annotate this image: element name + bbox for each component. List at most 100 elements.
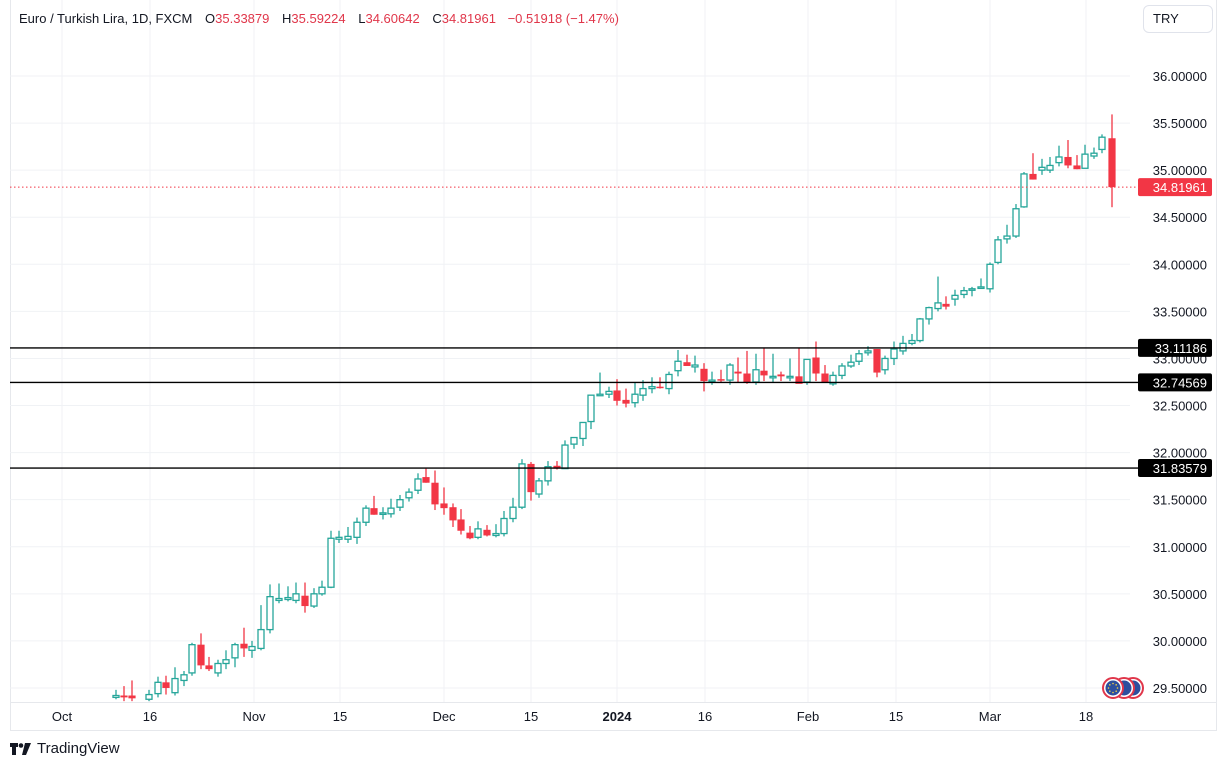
candle <box>310 588 318 608</box>
candle <box>1003 224 1011 244</box>
time-tick-label: Feb <box>797 709 819 724</box>
time-tick-label: 15 <box>333 709 347 724</box>
candle <box>222 650 230 670</box>
time-tick-label: 16 <box>698 709 712 724</box>
high-label: H <box>282 11 292 26</box>
candle <box>1055 145 1063 167</box>
price-tick-label: 33.50000 <box>1153 304 1207 319</box>
candle <box>387 498 395 518</box>
time-tick-label: 15 <box>889 709 903 724</box>
candle <box>691 355 699 373</box>
candle <box>518 459 526 510</box>
candle <box>942 296 950 310</box>
candle <box>414 473 422 495</box>
candle <box>795 348 803 384</box>
currency-button[interactable]: TRY <box>1143 5 1213 33</box>
candle <box>466 526 474 540</box>
open-value: 35.33879 <box>215 11 270 26</box>
svg-text:32.74569: 32.74569 <box>1153 375 1207 390</box>
candle <box>1090 147 1098 159</box>
candle <box>214 659 222 677</box>
candle <box>934 276 942 312</box>
candle <box>925 306 933 325</box>
candle <box>648 377 656 394</box>
close-label: C <box>432 11 442 26</box>
time-tick-label: Oct <box>52 709 73 724</box>
candle <box>318 580 326 596</box>
time-tick-label: Dec <box>432 709 456 724</box>
candle <box>683 354 691 366</box>
low-label: L <box>358 11 366 26</box>
symbol-legend: Euro / Turkish Lira, 1D, FXCM O35.33879 … <box>19 11 619 26</box>
low-value: 34.60642 <box>365 11 420 26</box>
candle <box>977 278 985 290</box>
change-value: −0.51918 (−1.47%) <box>507 11 619 26</box>
candle <box>700 363 708 392</box>
candle <box>483 525 491 537</box>
candle <box>240 627 248 657</box>
open-label: O <box>205 11 216 26</box>
candle <box>821 365 829 383</box>
price-tick-label: 31.00000 <box>1153 540 1207 555</box>
candle <box>197 633 205 670</box>
candle <box>248 640 256 658</box>
candle <box>327 530 335 589</box>
price-tick-label: 35.00000 <box>1153 163 1207 178</box>
candle <box>474 521 482 540</box>
candle <box>1073 155 1081 170</box>
candle <box>171 667 179 696</box>
candle <box>188 642 196 676</box>
price-tick-label: 29.50000 <box>1153 681 1207 696</box>
candle <box>674 349 682 377</box>
candle <box>994 236 1002 265</box>
currency-flags-icon[interactable] <box>1102 677 1144 699</box>
candle <box>1012 204 1020 238</box>
candle <box>596 372 604 397</box>
candle <box>154 676 162 698</box>
price-tick-label: 34.50000 <box>1153 210 1207 225</box>
high-value: 35.59224 <box>291 11 346 26</box>
candle <box>777 371 785 382</box>
candle <box>1029 153 1037 180</box>
candle <box>128 680 136 702</box>
candle <box>639 380 647 401</box>
candle <box>1081 144 1089 169</box>
candle <box>855 349 863 366</box>
candle <box>396 494 404 511</box>
candle <box>951 289 959 306</box>
candle <box>440 487 448 515</box>
time-tick-label: 18 <box>1079 709 1093 724</box>
price-axis[interactable]: 36.00000 35.50000 35.00000 34.50000 34.00000… <box>1138 69 1212 696</box>
candle <box>492 524 500 538</box>
svg-text:31.83579: 31.83579 <box>1153 461 1207 476</box>
candle <box>449 503 457 527</box>
candle <box>500 510 508 537</box>
tradingview-branding[interactable]: TradingView <box>10 740 120 757</box>
candle <box>631 382 639 408</box>
svg-text:34.81961: 34.81961 <box>1153 180 1207 195</box>
candle <box>284 586 292 602</box>
candle <box>431 470 439 511</box>
time-axis[interactable]: Oct 16 Nov 15 Dec 15 2024 16 Feb 15 Mar 18 <box>52 709 1093 724</box>
candle <box>1020 172 1028 208</box>
tradingview-logo-icon <box>10 742 31 755</box>
candle <box>422 468 430 483</box>
candle <box>344 526 352 543</box>
candle <box>1098 134 1106 154</box>
time-tick-label: Nov <box>242 709 266 724</box>
candle <box>292 582 300 604</box>
grid-lines <box>10 0 1130 702</box>
candle <box>535 478 543 498</box>
time-tick-label: 15 <box>524 709 538 724</box>
candle <box>266 584 274 634</box>
candle <box>405 488 413 502</box>
candle <box>760 348 768 382</box>
time-tick-label: 16 <box>143 709 157 724</box>
candle <box>570 436 578 449</box>
candle <box>1108 114 1116 208</box>
candle <box>1064 140 1072 169</box>
candles <box>112 114 1116 702</box>
level-price-tag: 32.74569 <box>1138 373 1212 392</box>
level-price-tag: 31.83579 <box>1138 459 1212 478</box>
